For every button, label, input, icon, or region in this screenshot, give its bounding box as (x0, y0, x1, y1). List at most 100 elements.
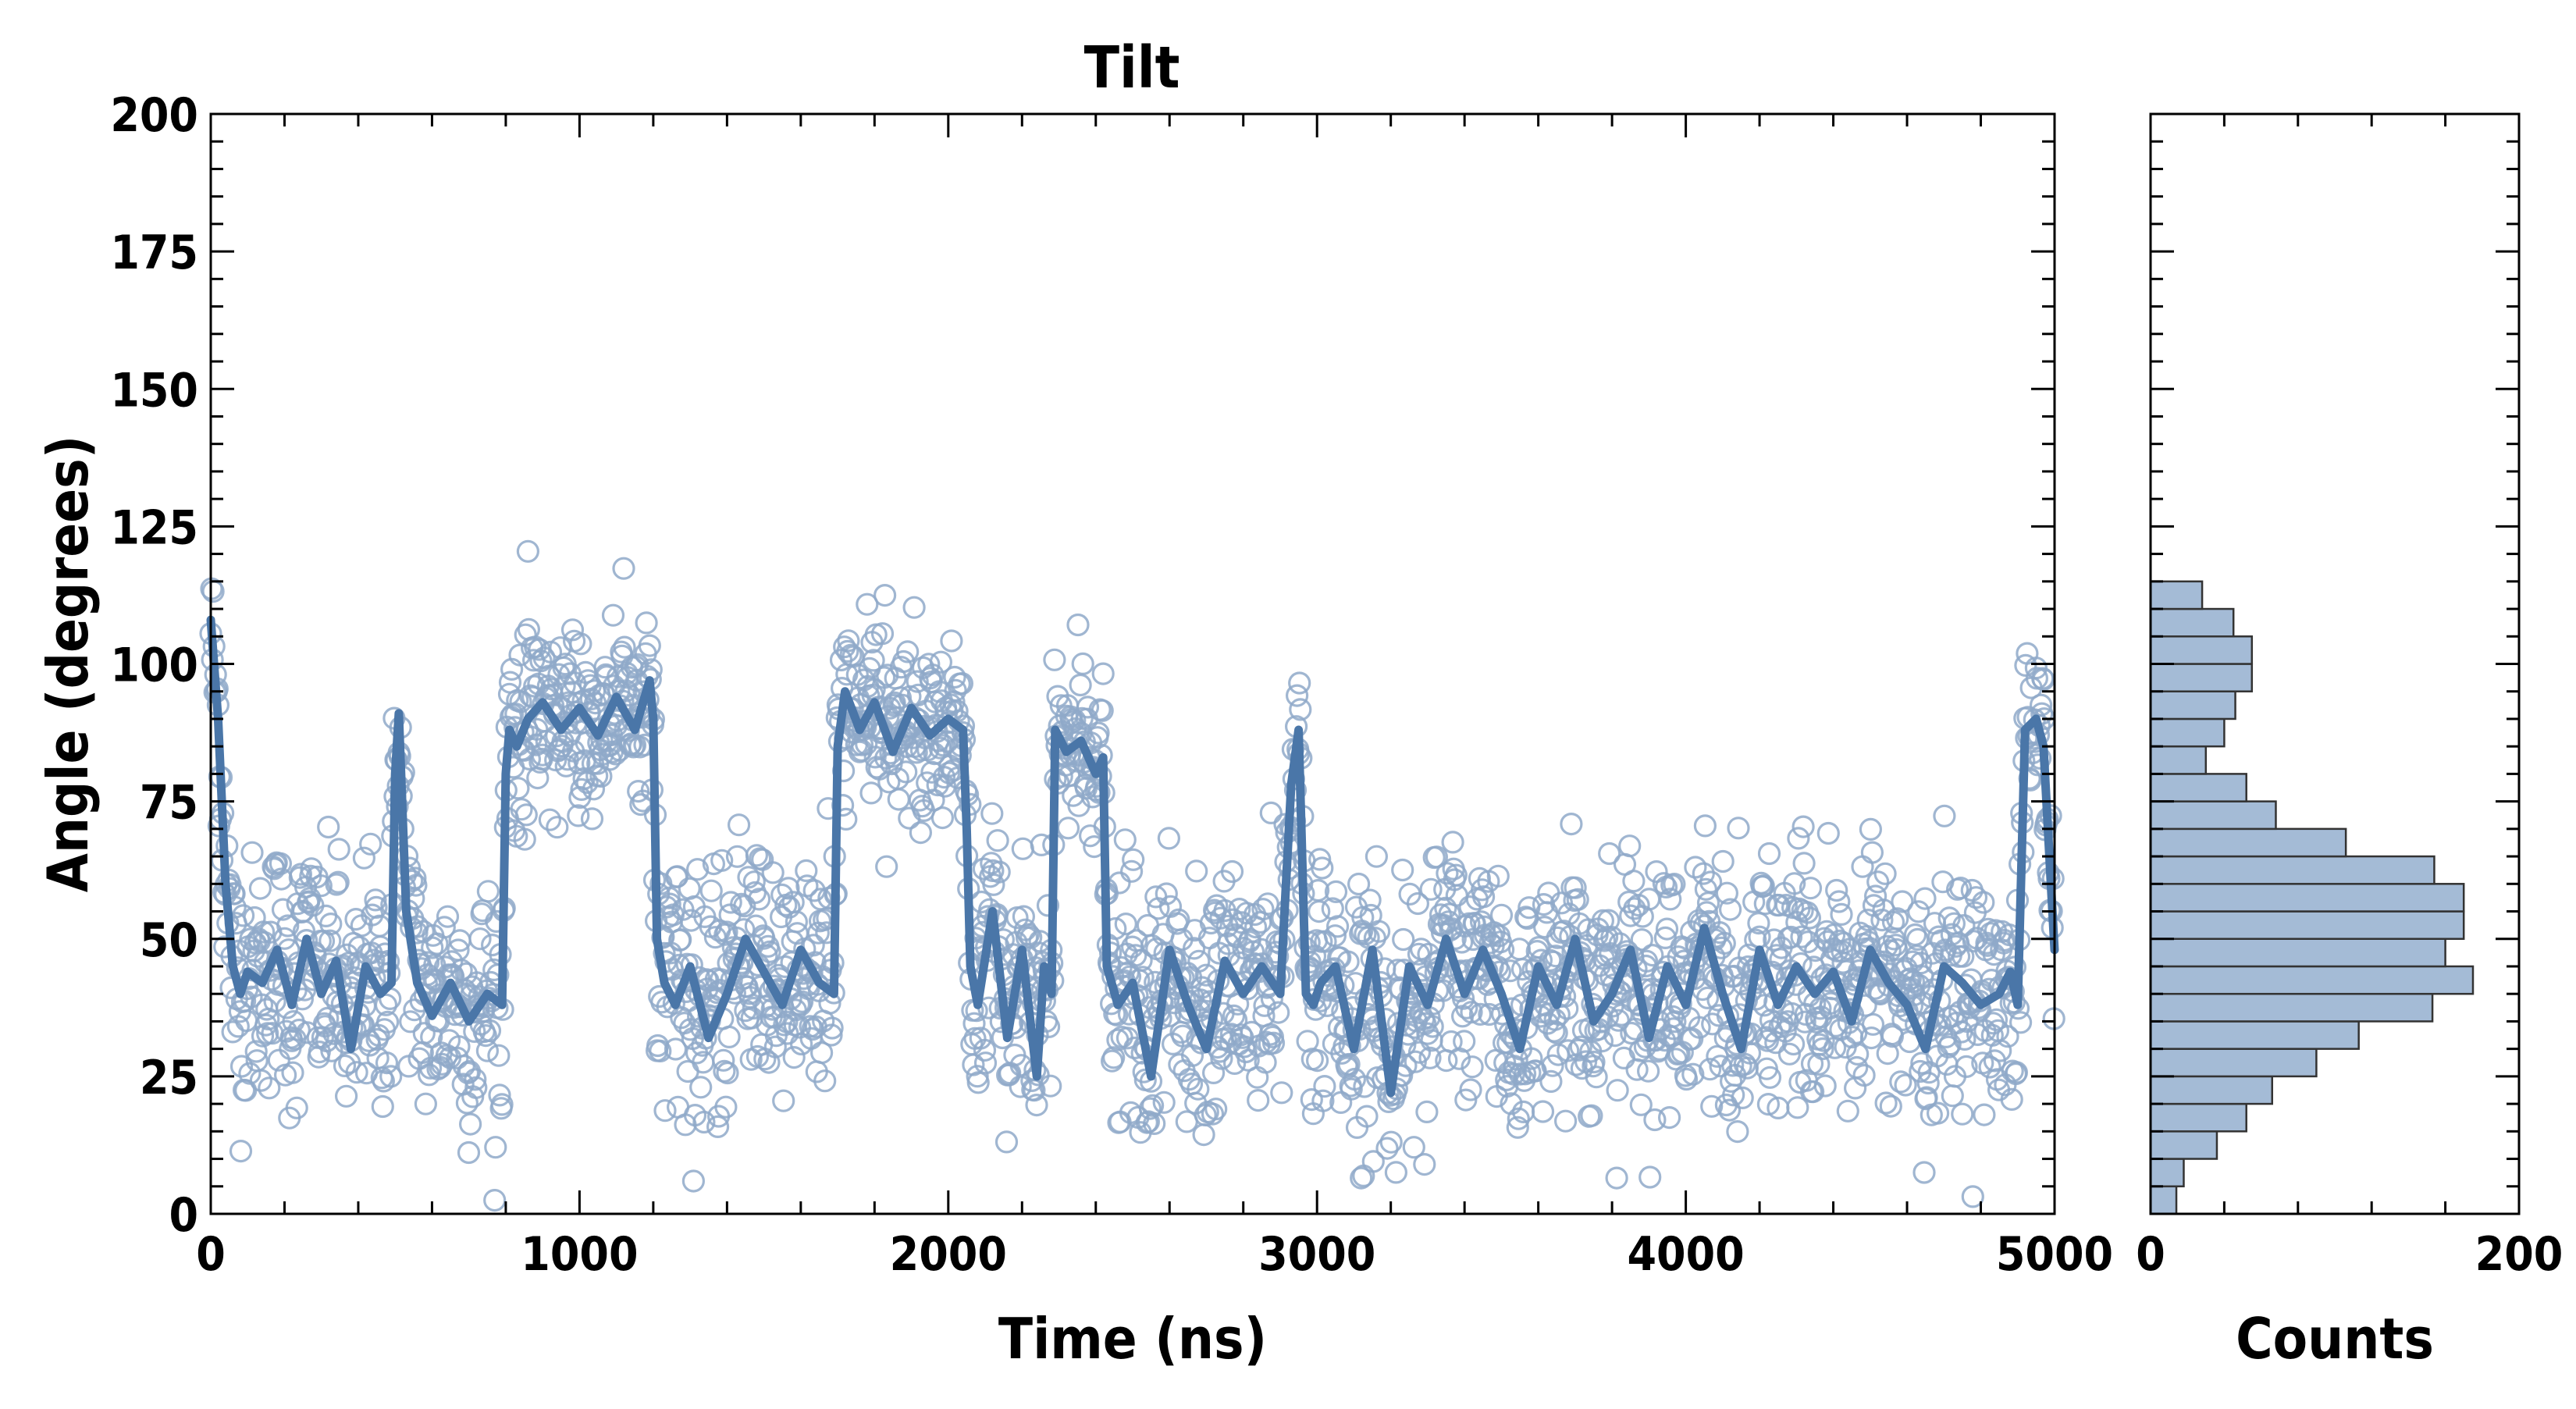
scatter-point (1792, 852, 1816, 875)
scatter-point (1143, 1112, 1166, 1136)
scatter-point (1152, 1091, 1176, 1114)
scatter-point (436, 905, 460, 928)
scatter-point (1499, 959, 1522, 983)
scatter-point (1259, 801, 1283, 825)
scatter-point (1598, 841, 1621, 866)
scatter-point (1699, 870, 1723, 894)
scatter-point (685, 858, 710, 881)
scatter-point (1418, 1046, 1442, 1069)
scatter-point (909, 820, 933, 845)
scatter-point (1391, 858, 1414, 882)
scatter-point (243, 906, 266, 930)
scatter-point (1629, 1093, 1653, 1116)
scatter-point (761, 861, 785, 884)
scatter-point (813, 1069, 837, 1093)
scatter-point (1500, 1092, 1523, 1115)
scatter-point (1261, 1031, 1286, 1055)
scatter-point (1119, 859, 1144, 883)
scatter-point (1681, 1062, 1705, 1086)
y-tick-label: 75 (140, 776, 198, 831)
scatter-point (950, 671, 974, 696)
scatter-point (727, 813, 751, 837)
scatter-point (1605, 1166, 1628, 1190)
scatter-point (1659, 888, 1682, 911)
chart-title: Tilt (1084, 34, 1180, 101)
scatter-point (856, 592, 879, 616)
scatter-point (1585, 1066, 1608, 1089)
scatter-point (1013, 918, 1037, 941)
scatter-point (376, 1010, 400, 1034)
scatter-point (649, 1039, 672, 1063)
scatter-point (1043, 648, 1066, 671)
y-tick-label: 200 (110, 88, 198, 143)
scatter-point (1721, 1054, 1745, 1077)
scatter-point (1122, 848, 1145, 871)
scatter-point (1436, 862, 1459, 885)
scatter-point (2000, 1087, 2023, 1112)
scatter-point (737, 866, 760, 889)
scatter-point (980, 802, 1004, 825)
scatter-point (1421, 1015, 1444, 1038)
scatter-point (483, 1188, 507, 1212)
scatter-point (1816, 821, 1840, 845)
scatter-point (1790, 925, 1813, 948)
scatter-point (1124, 944, 1147, 967)
scatter-point (1889, 1070, 1912, 1094)
scatter-point (421, 936, 444, 959)
scatter-point (1777, 1042, 1801, 1066)
scatter-point (795, 859, 818, 883)
scatter-point (681, 1169, 706, 1193)
scatter-point (1340, 1077, 1363, 1101)
scatter-point (1367, 920, 1391, 943)
scatter-point (1539, 1069, 1563, 1094)
scatter-point (326, 870, 350, 894)
scatter-point (906, 670, 929, 693)
scatter-point (418, 1056, 443, 1080)
scatter-point (1912, 1161, 1936, 1184)
scatter-point (309, 874, 333, 898)
scatter-point (1989, 1039, 2012, 1062)
scatter-point (1830, 902, 1853, 927)
scatter-point (1715, 881, 1738, 905)
scatter-point (785, 910, 809, 934)
scatter-point (1695, 986, 1720, 1010)
scatter-point (1955, 1055, 1978, 1079)
scatter-point (1564, 876, 1587, 899)
scatter-point (1606, 1079, 1629, 1102)
histogram-bar (2149, 883, 2465, 913)
scatter-point (1056, 817, 1080, 840)
histogram-bar (2149, 1185, 2178, 1215)
scatter-point (319, 912, 343, 936)
scatter-point (962, 1012, 986, 1035)
scatter-point (1447, 1047, 1471, 1070)
scatter-point (1951, 1102, 1974, 1126)
scatter-point (2005, 1061, 2028, 1084)
scatter-point (1308, 899, 1331, 923)
scatter-point (1157, 827, 1181, 850)
histogram-bar (2149, 607, 2235, 638)
scatter-point (717, 1025, 741, 1049)
scatter-point (1091, 662, 1115, 685)
scatter-point (238, 1062, 262, 1085)
scatter-point (1787, 827, 1810, 850)
histogram-bar (2149, 580, 2204, 610)
scatter-point (973, 1051, 998, 1075)
histogram-bar (2149, 1130, 2218, 1160)
scatter-point (229, 1139, 253, 1163)
scatter-point (478, 1019, 502, 1042)
scatter-point (1916, 1071, 1940, 1095)
scatter-point (1461, 1055, 1484, 1079)
scatter-point (1298, 950, 1322, 974)
scatter-point (1030, 833, 1053, 857)
scatter-point (1658, 1105, 1681, 1130)
scatter-point (1964, 886, 1988, 909)
scatter-point (1355, 1105, 1379, 1128)
scatter-point (1894, 1073, 1917, 1097)
scatter-point (1638, 1165, 1662, 1189)
scatter-point (719, 891, 742, 914)
scatter-point (930, 806, 955, 830)
histogram-bar (2149, 965, 2475, 995)
scatter-point (909, 738, 934, 762)
scatter-point (1270, 1081, 1293, 1105)
scatter-point (1852, 1063, 1876, 1087)
